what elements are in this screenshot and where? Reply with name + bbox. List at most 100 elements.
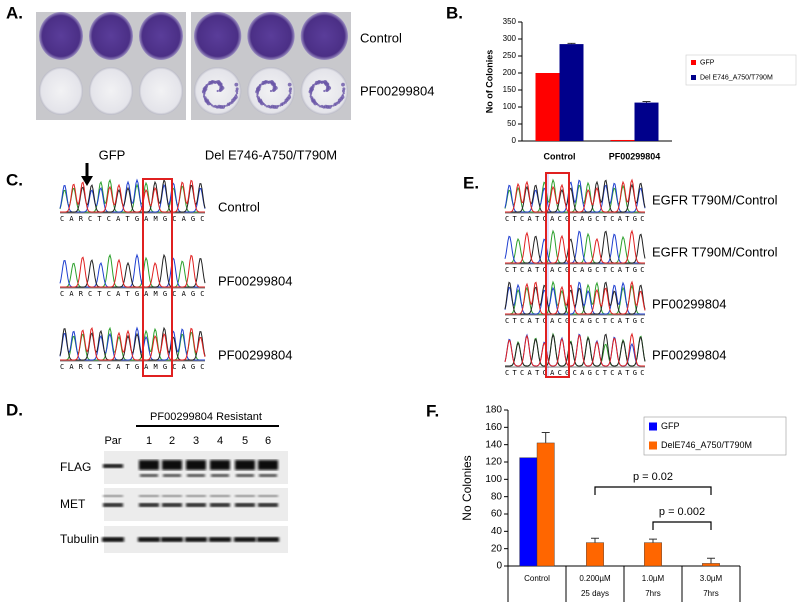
well bbox=[300, 12, 349, 60]
colony bbox=[262, 102, 265, 106]
colony bbox=[270, 104, 275, 109]
x-tick-label: PF00299804 bbox=[609, 151, 661, 161]
band bbox=[185, 537, 207, 542]
bar bbox=[535, 73, 560, 141]
colony bbox=[209, 102, 212, 106]
band bbox=[210, 495, 230, 497]
y-tick-label: 0 bbox=[512, 136, 517, 145]
colony bbox=[320, 104, 324, 108]
band bbox=[139, 503, 159, 507]
colony bbox=[269, 89, 273, 93]
band bbox=[236, 474, 254, 477]
error-bar bbox=[567, 42, 576, 45]
lane-label: Par bbox=[104, 435, 121, 447]
x-tick-label: Control bbox=[524, 574, 550, 583]
colony bbox=[337, 98, 342, 103]
base-calls: CTCATCACGCAGCTCATGC bbox=[505, 317, 645, 325]
y-tick-label: 180 bbox=[485, 405, 502, 416]
bar bbox=[536, 442, 555, 567]
row-label: Control bbox=[360, 30, 402, 45]
row-label: EGFR T790M/Control bbox=[652, 192, 778, 207]
x-tick-sublabel: 7hrs bbox=[703, 589, 719, 598]
y-tick-label: 60 bbox=[491, 509, 503, 520]
band bbox=[186, 503, 206, 507]
panel-label: F. bbox=[426, 401, 439, 420]
colony bbox=[235, 89, 239, 93]
base-calls: CARCTCATGAMGCAGC bbox=[60, 215, 205, 223]
colony bbox=[341, 82, 345, 87]
colony bbox=[203, 92, 206, 95]
colony bbox=[209, 80, 214, 85]
row-label: Control bbox=[218, 199, 260, 214]
legend-label: DelE746_A750/T790M bbox=[661, 440, 752, 450]
band bbox=[235, 495, 255, 497]
error-bar bbox=[642, 101, 651, 103]
colony bbox=[217, 82, 220, 85]
band bbox=[139, 495, 159, 497]
x-tick-sublabel: 25 days bbox=[581, 589, 609, 598]
y-tick-label: 0 bbox=[496, 561, 502, 572]
y-tick-label: 300 bbox=[503, 34, 517, 43]
colony bbox=[310, 92, 313, 95]
bar bbox=[519, 457, 538, 567]
panel-label: C. bbox=[6, 170, 23, 189]
highlight-box bbox=[545, 172, 570, 378]
base-calls: CTCATCACGCAGCTCATGC bbox=[505, 266, 645, 274]
lane-label: 2 bbox=[169, 435, 175, 447]
y-axis-label: No of Colonies bbox=[484, 50, 494, 114]
wells bbox=[39, 12, 349, 115]
lane-label: 3 bbox=[193, 435, 199, 447]
band bbox=[161, 537, 183, 542]
colony bbox=[263, 80, 267, 85]
legend-swatch bbox=[649, 441, 657, 450]
lane-label: 1 bbox=[146, 435, 152, 447]
band bbox=[209, 537, 231, 542]
band bbox=[162, 460, 182, 470]
trace bbox=[60, 178, 206, 213]
p-value: p = 0.02 bbox=[633, 471, 673, 483]
legend-label: Del E746_A750/T790M bbox=[700, 74, 773, 81]
y-tick-label: 80 bbox=[491, 491, 503, 502]
row-label: PF00299804 bbox=[652, 347, 726, 362]
panel-label: E. bbox=[463, 173, 479, 192]
band bbox=[103, 503, 123, 507]
row-label: EGFR T790M/Control bbox=[652, 244, 778, 259]
band bbox=[103, 464, 123, 468]
well bbox=[39, 12, 83, 60]
colony bbox=[289, 91, 292, 95]
column-label: GFP bbox=[99, 147, 126, 162]
panel-label: A. bbox=[6, 3, 23, 22]
colony bbox=[277, 104, 280, 108]
band bbox=[258, 460, 278, 470]
colony bbox=[217, 104, 222, 109]
x-tick-label: 1.0µM bbox=[642, 574, 665, 583]
y-tick-label: 100 bbox=[503, 102, 517, 111]
band bbox=[210, 503, 230, 507]
y-tick-label: 20 bbox=[491, 543, 503, 554]
band bbox=[258, 503, 278, 507]
colony bbox=[323, 89, 326, 93]
base-calls: CTCATCACGCAGCTCATGC bbox=[505, 369, 645, 377]
panel-label: B. bbox=[446, 3, 463, 22]
error-bar bbox=[591, 537, 599, 543]
colony bbox=[320, 80, 324, 84]
x-tick-label: Control bbox=[544, 151, 576, 161]
colony bbox=[270, 82, 273, 85]
band bbox=[162, 495, 182, 497]
y-tick-label: 350 bbox=[503, 17, 517, 26]
colony bbox=[256, 96, 260, 100]
colony bbox=[310, 96, 314, 100]
colony bbox=[235, 91, 239, 95]
band bbox=[235, 460, 255, 470]
colony bbox=[205, 98, 209, 103]
y-tick-label: 100 bbox=[485, 474, 502, 485]
band bbox=[163, 474, 181, 477]
highlight-box bbox=[142, 178, 173, 377]
bar bbox=[586, 542, 604, 567]
colony bbox=[323, 104, 328, 109]
blot-label: FLAG bbox=[60, 460, 91, 474]
blot-label: Tubulin bbox=[60, 532, 99, 546]
well bbox=[139, 67, 183, 115]
colony bbox=[288, 89, 292, 93]
